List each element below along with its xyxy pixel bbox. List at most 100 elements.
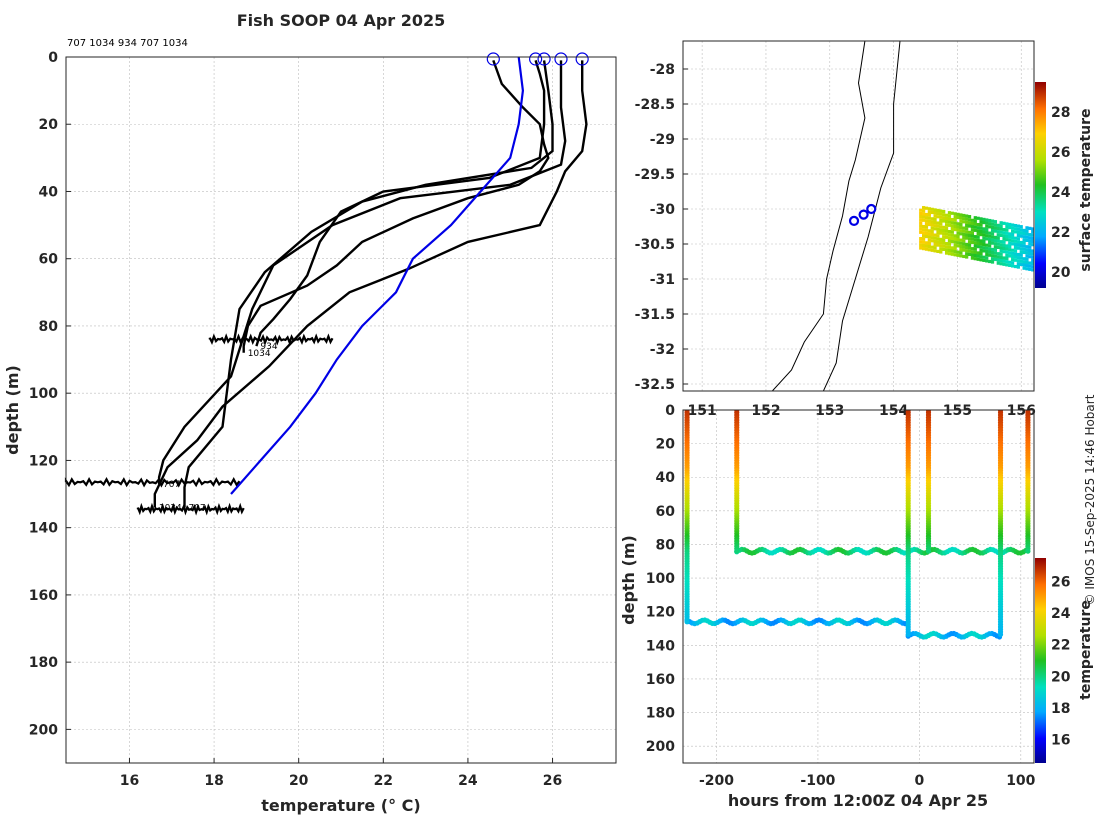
sst-pixel — [953, 243, 957, 247]
map-lon-label: 155 — [943, 403, 972, 419]
ts-colorbar — [1035, 558, 1046, 763]
map-colorbar-tick: 20 — [1051, 265, 1071, 281]
sst-pixel — [1016, 237, 1020, 241]
sst-pixel — [985, 218, 989, 222]
sst-pixel — [979, 233, 983, 237]
profile-sample — [684, 619, 690, 625]
sst-pixel — [953, 215, 957, 219]
profile-surface-marker — [529, 52, 543, 66]
sst-pixel — [930, 207, 934, 211]
sst-pixel — [1019, 256, 1023, 260]
sst-pixel — [973, 235, 977, 239]
sst-pixel — [944, 248, 949, 252]
sst-pixel — [988, 250, 992, 254]
sst-pixel — [953, 234, 957, 238]
sst-pixel — [988, 218, 992, 223]
sst-pixel — [1011, 242, 1015, 246]
sst-pixel — [950, 236, 954, 241]
sst-pixel — [985, 256, 989, 260]
sst-pixel — [924, 212, 929, 217]
sst-pixel — [1016, 233, 1020, 238]
sst-pixel — [944, 242, 949, 246]
sst-pixel — [953, 212, 957, 216]
sst-pixel — [1002, 262, 1006, 266]
sst-pixel — [982, 249, 986, 253]
sst-pixel — [1011, 223, 1015, 227]
sst-pixel — [1011, 229, 1015, 233]
sst-pixel — [1025, 254, 1029, 258]
sst-pixel — [970, 240, 975, 244]
sst-pixel — [967, 218, 972, 222]
sst-pixel — [982, 246, 986, 250]
sst-pixel — [959, 247, 963, 252]
profile-spike-noise — [64, 476, 241, 488]
sst-pixel — [927, 241, 931, 246]
sst-pixel — [973, 250, 977, 254]
sst-pixel — [982, 233, 986, 237]
sst-pixel — [1019, 253, 1023, 257]
figure-title: Fish SOOP 04 Apr 2025 — [237, 11, 446, 30]
sst-pixel — [1016, 243, 1020, 247]
profile-sample — [734, 548, 740, 554]
sst-pixel — [924, 228, 929, 232]
profile-surface-marker — [486, 52, 500, 66]
sst-pixel — [1022, 263, 1026, 267]
sst-pixel — [936, 221, 940, 225]
sst-pixel — [976, 216, 980, 220]
sst-pixel — [1031, 239, 1034, 244]
sst-pixel — [1011, 264, 1015, 268]
sst-pixel — [924, 222, 929, 226]
credit-text: © IMOS 15-Sep-2025 14:46 Hobart — [1083, 394, 1097, 605]
sst-pixel — [959, 254, 963, 258]
sst-pixel — [1016, 240, 1020, 244]
sst-pixel — [950, 249, 954, 253]
sst-pixel — [919, 227, 923, 231]
sst-pixel — [967, 243, 972, 247]
sst-pixel — [979, 220, 983, 224]
sst-pixel — [1028, 248, 1032, 253]
sst-pixel — [1022, 250, 1026, 255]
sst-pixel — [993, 226, 997, 230]
sst-pixel — [962, 235, 966, 240]
sst-pixel — [921, 234, 926, 238]
sst-pixel — [990, 235, 995, 239]
sst-pixel — [950, 227, 954, 231]
sst-pixel — [1011, 261, 1015, 265]
sst-pixel — [985, 249, 989, 254]
ts-x-tick-label: 0 — [914, 773, 924, 789]
sst-pixel — [933, 239, 937, 243]
ts-y-tick-label: 60 — [656, 504, 676, 520]
sst-pixel — [959, 241, 963, 245]
sst-pixel — [953, 246, 957, 251]
sst-pixel — [1031, 268, 1034, 272]
sst-pixel — [979, 223, 983, 227]
sst-pixel — [988, 240, 992, 245]
sst-pixel — [999, 243, 1003, 247]
sst-pixel — [939, 218, 943, 223]
sst-pixel — [921, 247, 926, 251]
sst-pixel — [1028, 255, 1032, 259]
sst-pixel — [947, 214, 952, 218]
sst-pixel — [947, 252, 952, 256]
sst-pixel — [927, 232, 931, 236]
sst-pixel — [936, 215, 940, 219]
sst-pixel — [939, 250, 943, 254]
sst-pixel — [1005, 222, 1009, 226]
sst-pixel — [942, 228, 946, 233]
sst-pixel — [962, 245, 966, 249]
x-tick-label: 20 — [289, 773, 309, 789]
sst-pixel — [1013, 230, 1018, 234]
sst-pixel — [1016, 256, 1020, 260]
sst-pixel — [944, 223, 949, 227]
sst-pixel — [962, 232, 966, 236]
sst-pixel — [1031, 265, 1034, 269]
sst-pixel — [996, 242, 1000, 246]
sst-pixel — [950, 224, 954, 228]
sst-pixel — [933, 233, 937, 237]
sst-pixel — [1025, 226, 1029, 230]
sst-pixel — [942, 219, 946, 223]
sst-pixel — [976, 251, 980, 255]
sst-pixel — [956, 215, 960, 220]
sst-pixel — [990, 238, 995, 242]
sst-pixel — [965, 230, 969, 234]
